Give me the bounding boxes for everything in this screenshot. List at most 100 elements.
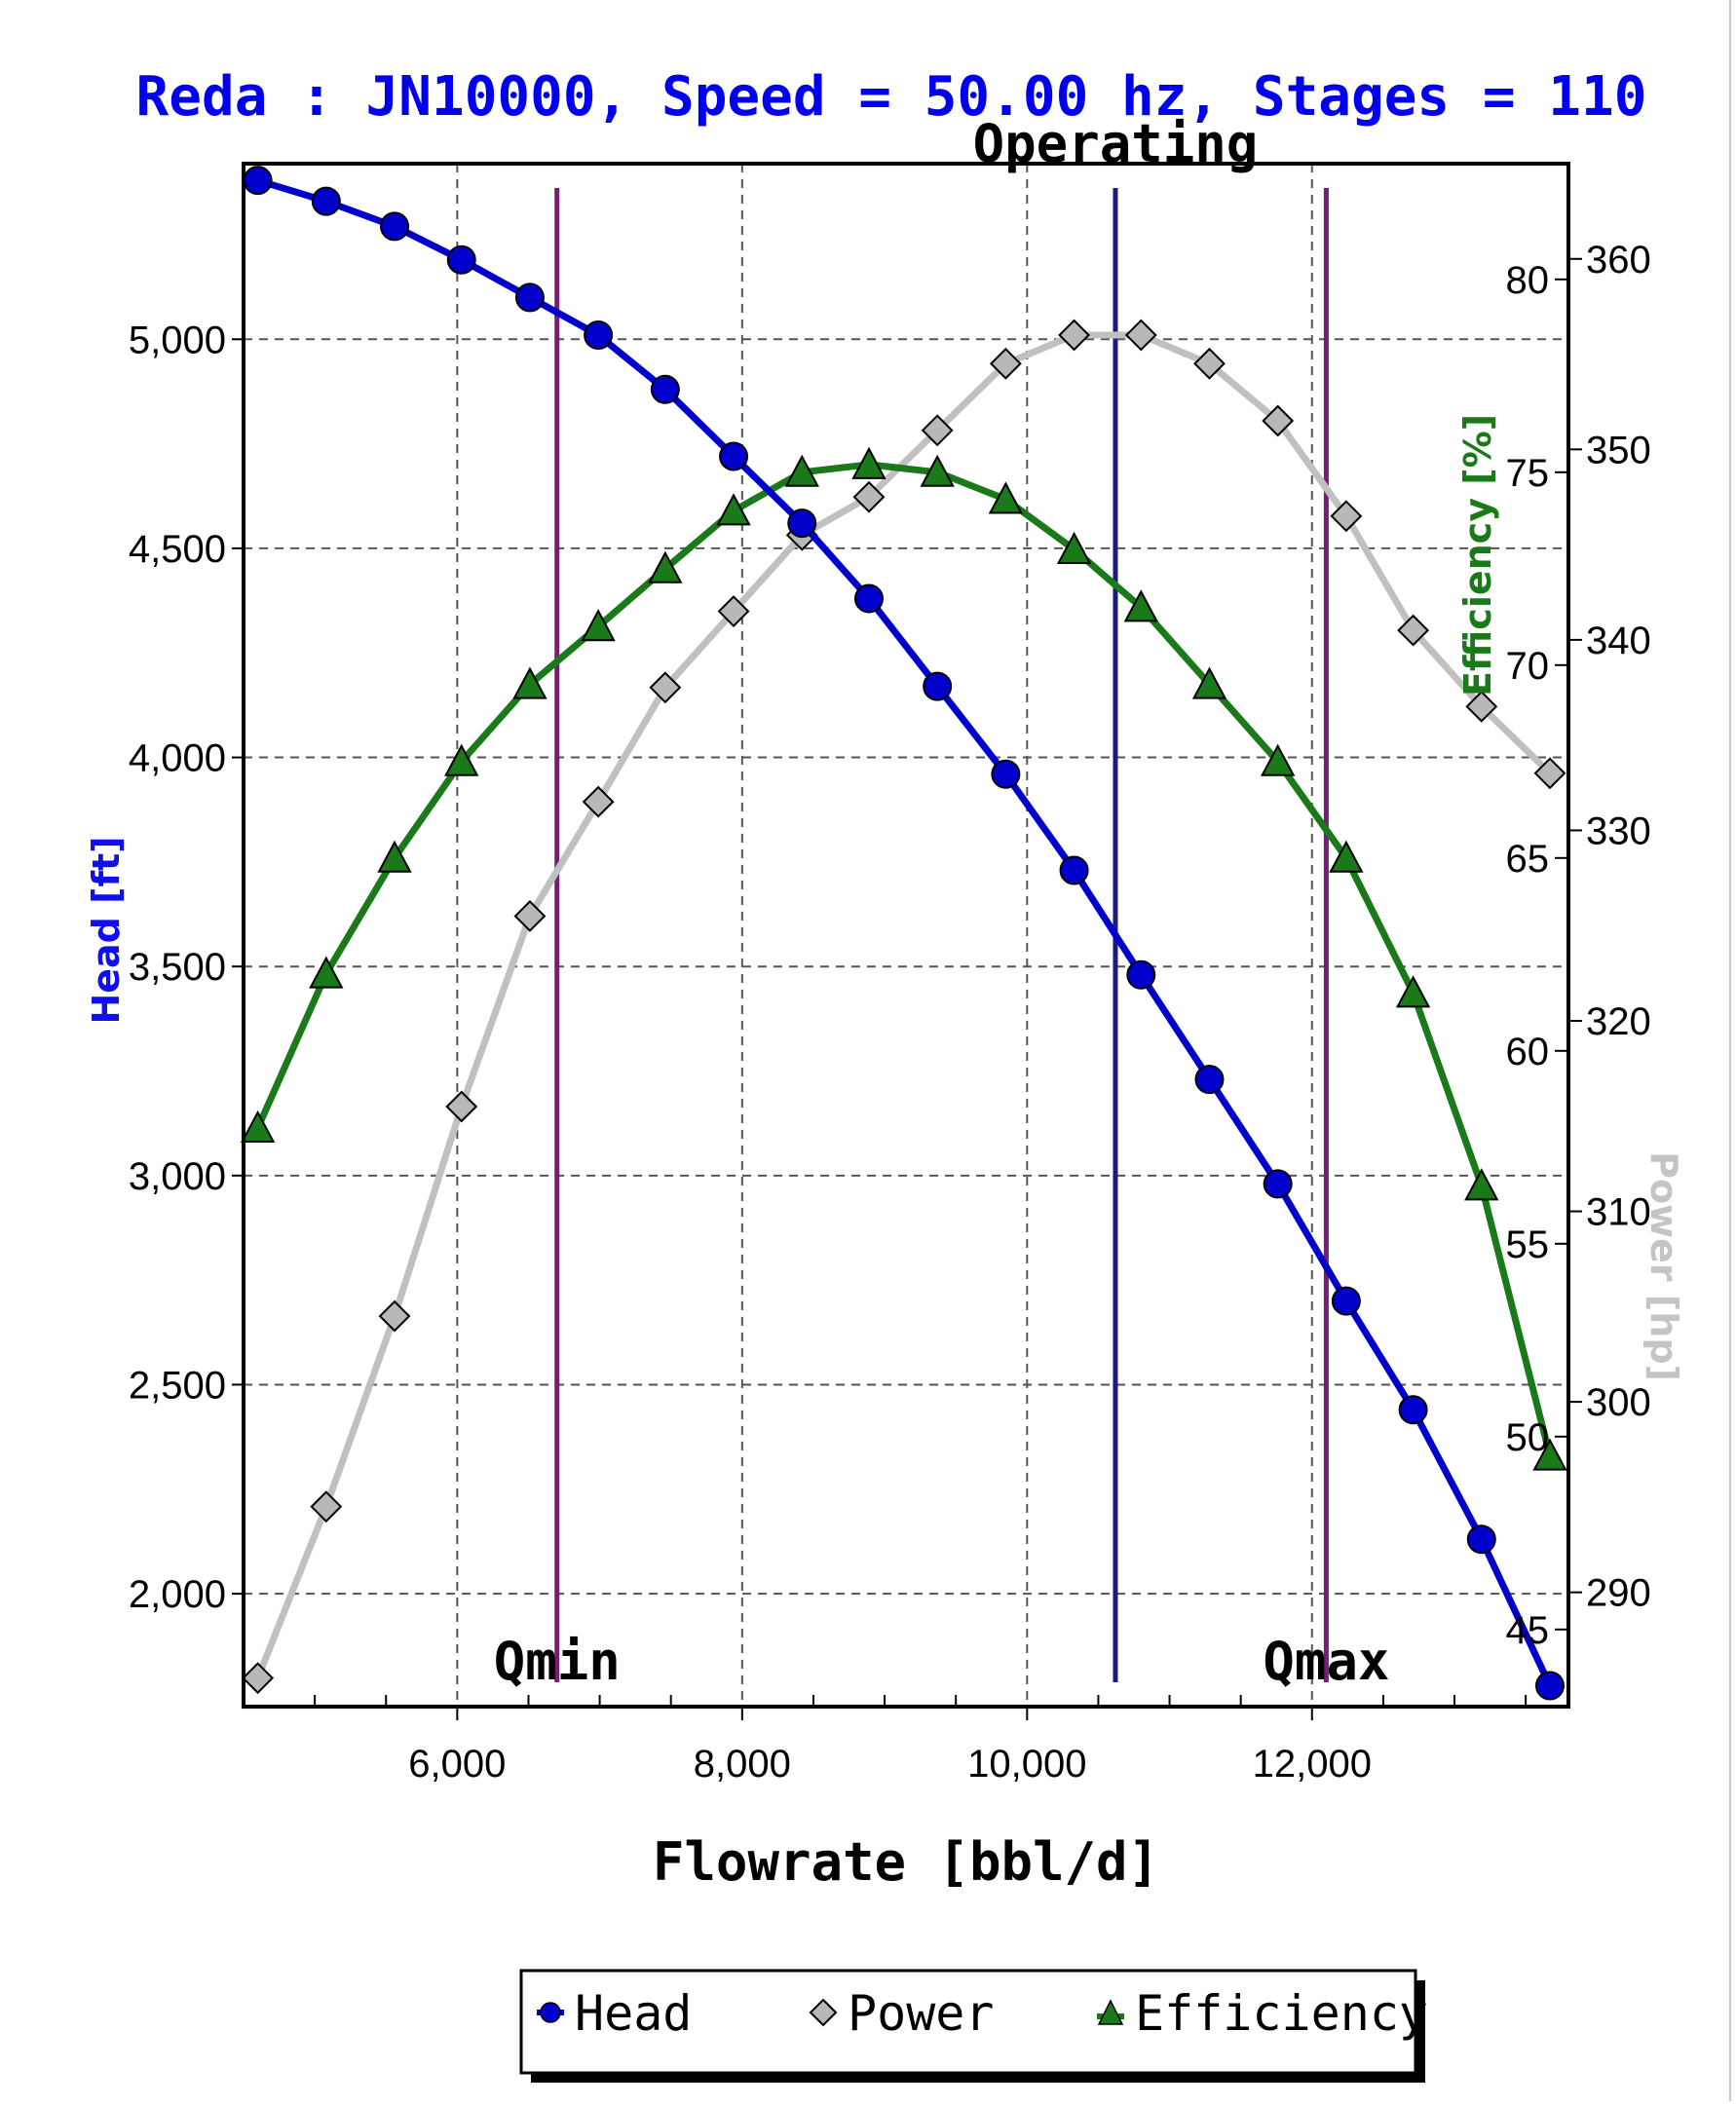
efficiency-tick-label: 45: [1506, 1609, 1550, 1652]
efficiency-point: [240, 1109, 276, 1143]
power-point: [1533, 757, 1566, 790]
legend-box: [519, 1969, 1417, 2075]
series-line-efficiency: [254, 461, 1554, 1457]
head-tick-label: 5,000: [129, 319, 226, 361]
head-point: [1398, 1395, 1428, 1425]
efficiency-point: [1056, 531, 1092, 564]
head-tick-label: 4,500: [129, 528, 226, 571]
efficiency-point: [716, 493, 751, 526]
power-point: [1262, 404, 1295, 437]
head-point: [380, 211, 410, 242]
power-tick-label: 320: [1586, 1000, 1651, 1043]
power-point: [513, 900, 547, 932]
head-tick-label: 3,000: [129, 1155, 226, 1198]
power-tick-label: 300: [1586, 1381, 1651, 1424]
series-layer: [240, 166, 1567, 1701]
efficiency-point: [377, 840, 412, 873]
power-tick-label: 290: [1586, 1572, 1651, 1615]
head-point: [311, 186, 341, 216]
efficiency-point: [309, 956, 344, 989]
efficiency-point: [784, 454, 819, 487]
head-tick-label: 3,500: [129, 946, 226, 989]
head-point: [1466, 1524, 1496, 1555]
power-tick-label: 310: [1586, 1191, 1651, 1234]
y-axis-title-efficiency: Efficiency [%]: [1456, 414, 1499, 696]
series-power: [242, 319, 1566, 1695]
axes-layer: 2,000 2,500 3,000 3,500 4,000 4,500 5,000 6,000…: [129, 162, 1651, 1786]
head-point: [1126, 959, 1156, 990]
series-line-power: [254, 331, 1553, 1679]
label-layer: Reda : JN10000, Speed = 50.00 hz, Stages…: [85, 65, 1685, 1893]
legend-entry-efficiency: Efficiency: [1097, 1985, 1428, 2042]
power-point: [378, 1299, 411, 1333]
head-point: [991, 759, 1021, 789]
power-tick-label: 340: [1586, 620, 1651, 662]
x-tick-label: 12,000: [1253, 1743, 1372, 1786]
legend-label-efficiency: Efficiency: [1135, 1985, 1428, 2042]
power-tick-label: 350: [1586, 429, 1651, 471]
series-efficiency: [240, 446, 1567, 1471]
power-point: [1193, 347, 1226, 380]
head-point: [719, 441, 749, 471]
series-head: [243, 166, 1565, 1701]
power-point: [1397, 614, 1430, 647]
power-point: [1124, 319, 1157, 352]
efficiency-tick-label: 80: [1506, 259, 1550, 302]
efficiency-tick-label: 50: [1506, 1416, 1550, 1459]
efficiency-point: [920, 454, 955, 487]
power-point: [1058, 319, 1090, 352]
head-point: [584, 320, 614, 350]
plot-frame: [242, 162, 1570, 1709]
efficiency-tick-label: 75: [1506, 452, 1550, 495]
legend-swatch-marker: [809, 1998, 838, 2027]
efficiency-point: [1532, 1438, 1567, 1471]
reference-label-qmin: Qmin: [494, 1631, 621, 1692]
x-axis-title: Flowrate [bbl/d]: [653, 1831, 1159, 1893]
efficiency-point: [988, 481, 1024, 514]
reference-label-qmax: Qmax: [1263, 1631, 1389, 1692]
efficiency-tick-label: 70: [1506, 645, 1550, 688]
power-tick-label: 360: [1586, 239, 1651, 282]
head-point: [243, 166, 273, 196]
grid-layer: [244, 164, 1568, 1707]
power-point: [649, 671, 682, 704]
head-point: [514, 282, 545, 313]
x-tick-label: 10,000: [967, 1743, 1086, 1786]
head-point: [1534, 1671, 1565, 1701]
x-tick-label: 8,000: [694, 1743, 791, 1786]
power-point: [852, 480, 886, 513]
legend-swatch-marker: [1097, 1999, 1124, 2025]
power-point: [1465, 690, 1498, 723]
efficiency-point: [512, 666, 547, 699]
power-point: [582, 785, 615, 818]
head-point: [650, 374, 680, 404]
head-point: [1263, 1169, 1293, 1199]
y-axis-title-head: Head [ft]: [85, 836, 128, 1024]
efficiency-point: [581, 609, 616, 642]
efficiency-point: [648, 550, 683, 583]
efficiency-point: [1329, 840, 1364, 873]
efficiency-point: [1123, 589, 1158, 622]
legend-swatch-marker: [540, 2002, 561, 2023]
head-tick-label: 4,000: [129, 737, 226, 780]
head-point: [1059, 855, 1089, 885]
efficiency-point: [1191, 666, 1227, 699]
window-edge-divider: [1729, 0, 1731, 2101]
head-tick-label: 2,500: [129, 1364, 226, 1407]
efficiency-point: [1464, 1168, 1499, 1201]
head-point: [446, 244, 476, 275]
x-tick-label: 6,000: [408, 1743, 506, 1786]
power-tick-label: 330: [1586, 809, 1651, 852]
head-tick-label: 2,000: [129, 1573, 226, 1616]
power-point: [445, 1090, 478, 1123]
head-point: [853, 583, 884, 614]
plot-area: [244, 164, 1568, 1707]
power-point: [921, 414, 954, 447]
head-point: [923, 671, 953, 701]
power-point: [717, 595, 750, 627]
legend-entry-power: Power: [809, 1985, 995, 2042]
legend-label-power: Power: [848, 1985, 995, 2042]
power-point: [989, 347, 1022, 380]
efficiency-point: [851, 446, 887, 479]
